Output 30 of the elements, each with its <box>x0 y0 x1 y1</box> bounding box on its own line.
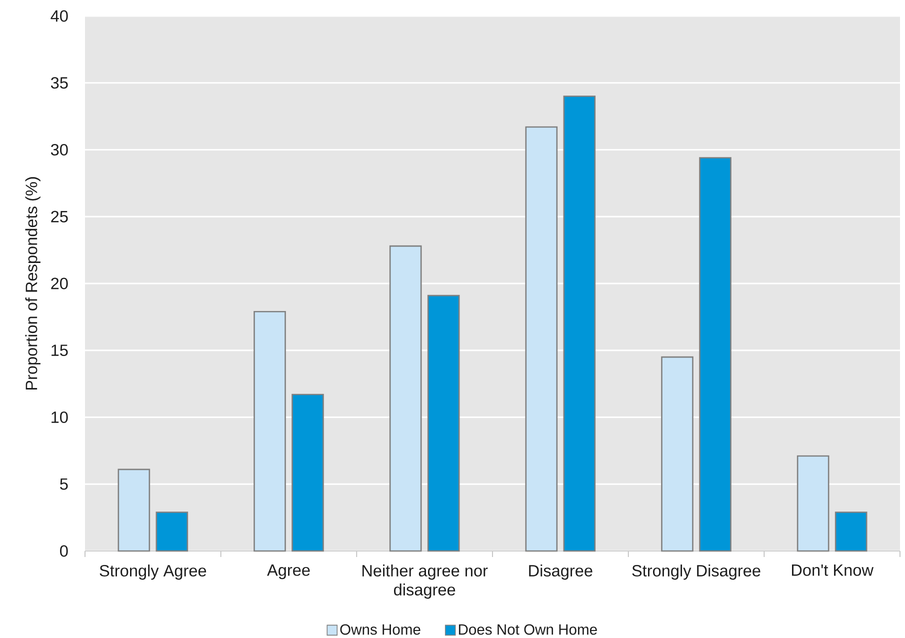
bar <box>563 96 596 552</box>
x-tick-label: Strongly Disagree <box>632 564 760 580</box>
y-tick-label: 15 <box>52 344 68 356</box>
bar <box>118 468 150 552</box>
x-tick-label: Agree <box>267 564 310 580</box>
y-tick-label: 10 <box>52 411 68 424</box>
bar <box>699 157 732 552</box>
y-axis-title: Proportion of Respondets (%) <box>25 177 40 390</box>
bar <box>156 512 188 552</box>
y-tick-label: 5 <box>60 478 68 490</box>
y-tick-label: 35 <box>50 77 68 89</box>
bar <box>525 126 558 552</box>
bar <box>661 356 694 552</box>
bar <box>834 512 868 552</box>
y-tick-label: 30 <box>50 144 68 156</box>
legend-label: Owns Home <box>340 624 420 635</box>
bar <box>254 310 286 552</box>
y-tick-label: 20 <box>51 278 68 290</box>
x-tick-label: Disagree <box>529 564 592 580</box>
x-tick-label: Don't Know <box>792 564 874 576</box>
bar <box>292 394 324 552</box>
bar <box>796 455 830 552</box>
bar <box>389 245 422 552</box>
y-tick-label: 0 <box>60 545 68 557</box>
x-tick-label: Strongly Agree <box>100 564 206 580</box>
y-tick-label: 40 <box>50 10 68 22</box>
legend-label: Does Not Own Home <box>458 624 597 635</box>
y-tick-label: 25 <box>51 210 68 222</box>
bar <box>427 294 460 552</box>
x-tick-label: Neither agree nor disagree <box>362 564 488 599</box>
